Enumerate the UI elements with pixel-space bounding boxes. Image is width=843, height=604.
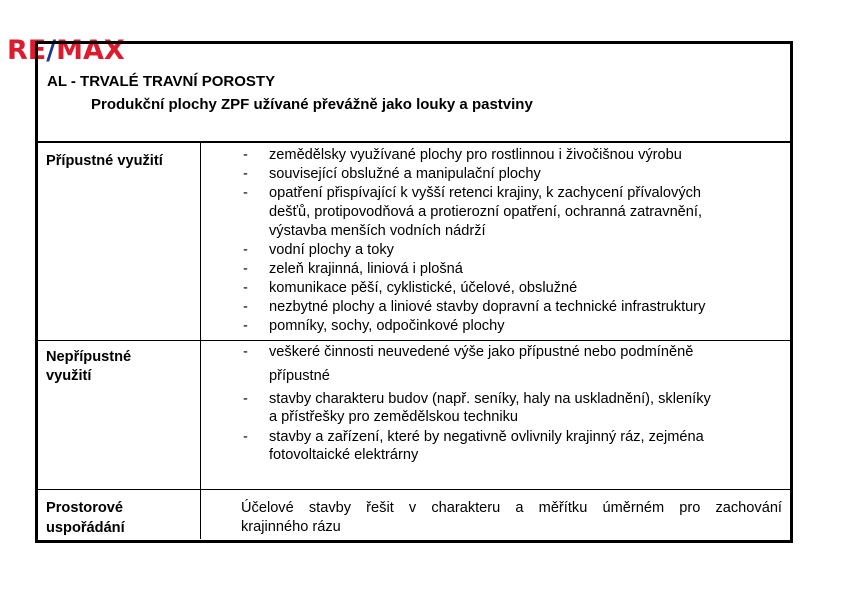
column-divider xyxy=(200,142,201,539)
list-item: komunikace pěší, cyklistické, účelové, o… xyxy=(269,280,578,296)
list-item: stavby a zařízení, které by negativně ov… xyxy=(269,429,704,445)
bullet: - xyxy=(243,147,248,163)
list-item: stavby charakteru budov (např. seníky, h… xyxy=(269,391,711,407)
bullet: - xyxy=(243,242,248,258)
row-label-permitted: Přípustné využití xyxy=(46,153,163,169)
bullet: - xyxy=(243,185,248,201)
list-item: zemědělsky využívané plochy pro rostlinn… xyxy=(269,147,682,163)
list-item: zeleň krajinná, liniová i plošná xyxy=(269,261,463,277)
list-item: opatření přispívající k vyšší retenci kr… xyxy=(269,185,702,201)
bullet: - xyxy=(243,166,248,182)
divider xyxy=(35,141,793,143)
list-item-cont: dešťů, protipovodňová a protierozní opat… xyxy=(269,204,703,220)
list-item-cont: a přístřešky pro zemědělskou techniku xyxy=(269,409,519,425)
divider xyxy=(35,340,793,341)
zone-subtitle: Produkční plochy ZPF užívané převážně ja… xyxy=(91,96,533,113)
list-item-cont: výstavba menších vodních nádrží xyxy=(269,223,486,239)
spatial-text: Účelové stavby řešit v charakteru a měří… xyxy=(241,500,782,516)
row-label-spatial: Prostorové xyxy=(46,500,124,516)
zone-title: AL - TRVALÉ TRAVNÍ POROSTY xyxy=(47,73,276,90)
regulation-table xyxy=(35,41,793,543)
list-item: související obslužné a manipulační ploch… xyxy=(269,166,541,182)
row-label-spatial-cont: uspořádání xyxy=(46,520,125,536)
list-item: pomníky, sochy, odpočinkové plochy xyxy=(269,318,505,334)
spatial-text-cont: krajinného rázu xyxy=(241,519,341,535)
list-item-cont: přípustné xyxy=(269,368,330,384)
bullet: - xyxy=(243,280,248,296)
bullet: - xyxy=(243,429,248,445)
row-label-prohibited-cont: využití xyxy=(46,368,92,384)
remax-logo: RE/MAX xyxy=(7,35,125,66)
list-item-cont: fotovoltaické elektrárny xyxy=(269,447,419,463)
divider xyxy=(35,489,793,490)
list-item: veškeré činnosti neuvedené výše jako pří… xyxy=(269,344,694,360)
row-label-prohibited: Nepřípustné xyxy=(46,349,132,365)
bullet: - xyxy=(243,344,248,360)
bullet: - xyxy=(243,261,248,277)
bullet: - xyxy=(243,318,248,334)
list-item: nezbytné plochy a liniové stavby dopravn… xyxy=(269,299,706,315)
list-item: vodní plochy a toky xyxy=(269,242,394,258)
bullet: - xyxy=(243,299,248,315)
bullet: - xyxy=(243,391,248,407)
